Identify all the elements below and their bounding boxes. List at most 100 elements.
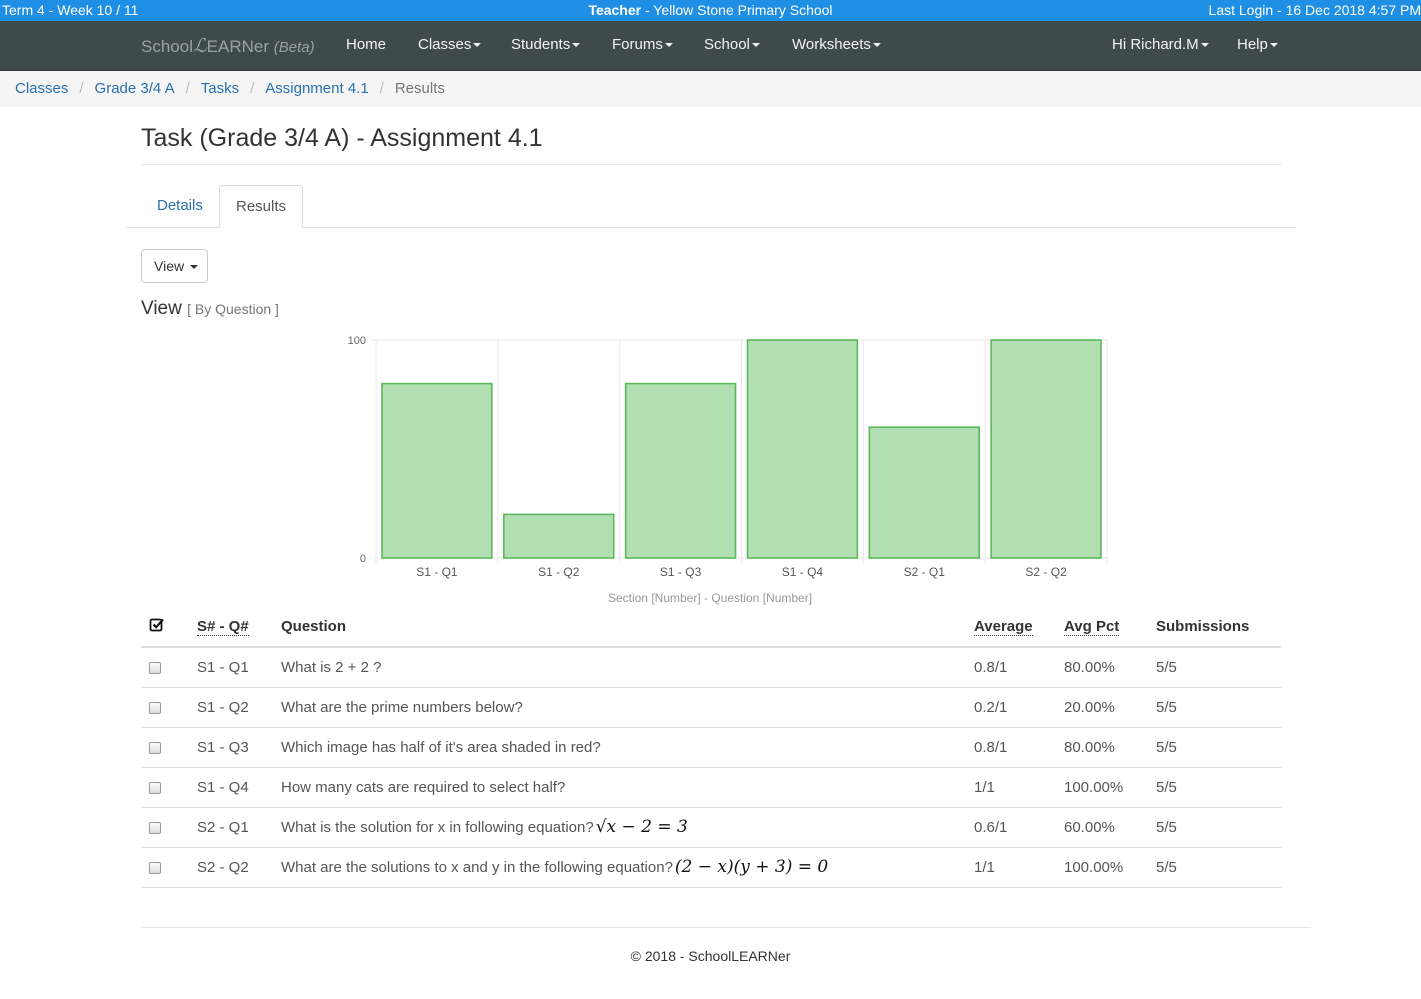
- nav-school-dropdown[interactable]: School: [704, 36, 760, 53]
- average-header-label: Average: [974, 618, 1033, 636]
- nav-students-dropdown[interactable]: Students: [511, 36, 581, 53]
- breadcrumb-assignment[interactable]: Assignment 4.1: [265, 80, 369, 97]
- question-cell: What are the solutions to x and y in the…: [273, 847, 966, 888]
- nav-classes-dropdown[interactable]: Classes: [418, 36, 482, 53]
- submissions-header-label: Submissions: [1156, 618, 1250, 635]
- breadcrumb-classes[interactable]: Classes: [15, 80, 69, 97]
- sq-header[interactable]: S# - Q#: [189, 607, 273, 648]
- x-tick-label: S1 - Q1: [416, 565, 458, 579]
- avg-pct-cell: 60.00%: [1056, 807, 1148, 848]
- row-select-cell: [141, 647, 189, 688]
- table-row: S1 - Q3 Which image has half of it's area…: [141, 727, 1281, 768]
- breadcrumb-separator: /: [185, 80, 190, 97]
- question-text: What are the solutions to x and y in the…: [281, 859, 673, 876]
- question-text: Which image has half of it's area shaded…: [281, 738, 601, 756]
- table-row: S1 - Q1 What is 2 + 2 ? 0.8/1 80.00% 5/5: [141, 647, 1281, 688]
- average-cell: 1/1: [966, 847, 1056, 888]
- x-tick-label: S2 - Q1: [904, 565, 946, 579]
- row-checkbox[interactable]: [149, 781, 161, 794]
- question-cell: What is 2 + 2 ?: [273, 647, 966, 688]
- help-dropdown[interactable]: Help: [1237, 36, 1278, 53]
- term-week-label: Term 4 - Week 10 / 11: [2, 2, 139, 18]
- row-checkbox[interactable]: [149, 661, 161, 674]
- view-heading: View [ By Question ]: [141, 298, 279, 320]
- question-cell: What are the prime numbers below?: [273, 687, 966, 728]
- x-tick-label: S1 - Q2: [538, 565, 580, 579]
- brand-logo[interactable]: SchoolℒEARNer (Beta): [141, 35, 315, 57]
- nav-worksheets-dropdown[interactable]: Worksheets: [792, 36, 881, 53]
- row-checkbox[interactable]: [149, 861, 161, 874]
- avg-pct-header-label: Avg Pct: [1064, 618, 1120, 636]
- role-label: Teacher: [588, 2, 642, 18]
- y-tick-label: 100: [348, 335, 366, 347]
- submissions-cell: 5/5: [1148, 647, 1281, 688]
- row-checkbox[interactable]: [149, 741, 161, 754]
- average-cell: 1/1: [966, 767, 1056, 808]
- breadcrumb-separator: /: [79, 80, 84, 97]
- last-login-label: Last Login - 16 Dec 2018 4:57 PM: [1208, 2, 1421, 18]
- sq-cell: S1 - Q3: [189, 727, 273, 768]
- chart-bar: [746, 339, 859, 559]
- page-title: Task (Grade 3/4 A) - Assignment 4.1: [141, 124, 543, 152]
- avg-pct-cell: 80.00%: [1056, 647, 1148, 688]
- status-strip: Term 4 - Week 10 / 11 Teacher - Yellow S…: [0, 0, 1421, 21]
- x-tick-label: S2 - Q2: [1025, 565, 1067, 579]
- caret-down-icon: [1269, 43, 1278, 48]
- avg-pct-cell: 20.00%: [1056, 687, 1148, 728]
- sq-cell: S2 - Q1: [189, 807, 273, 848]
- help-label: Help: [1237, 36, 1268, 53]
- row-select-cell: [141, 807, 189, 848]
- title-divider: [141, 164, 1281, 165]
- select-all-header[interactable]: [141, 607, 189, 648]
- chart-bar: [868, 426, 980, 559]
- submissions-cell: 5/5: [1148, 767, 1281, 808]
- x-tick-label: S1 - Q3: [660, 565, 702, 579]
- nav-forums-label: Forums: [612, 36, 663, 53]
- y-tick-label: 0: [360, 553, 366, 565]
- brand-script-letter: ℒ: [192, 35, 207, 57]
- nav-forums-dropdown[interactable]: Forums: [612, 36, 673, 53]
- check-square-icon[interactable]: [149, 617, 165, 633]
- caret-down-icon: [872, 43, 881, 48]
- submissions-cell: 5/5: [1148, 687, 1281, 728]
- results-table: S# - Q# Question Average Avg Pct Submiss…: [141, 607, 1281, 888]
- avg-pct-cell: 80.00%: [1056, 727, 1148, 768]
- sq-cell: S1 - Q1: [189, 647, 273, 688]
- caret-down-icon: [189, 265, 198, 270]
- breadcrumb-grade[interactable]: Grade 3/4 A: [94, 80, 175, 97]
- row-select-cell: [141, 847, 189, 888]
- average-cell: 0.8/1: [966, 647, 1056, 688]
- tab-details[interactable]: Details: [157, 197, 203, 214]
- average-cell: 0.2/1: [966, 687, 1056, 728]
- nav-home[interactable]: Home: [346, 36, 386, 53]
- view-dropdown-button[interactable]: View: [141, 249, 208, 283]
- school-name: - Yellow Stone Primary School: [641, 2, 833, 18]
- view-heading-label: View: [141, 298, 182, 319]
- sq-header-label: S# - Q#: [197, 618, 249, 636]
- nav-classes-label: Classes: [418, 36, 472, 53]
- sq-cell: S2 - Q2: [189, 847, 273, 888]
- tab-results[interactable]: Results: [219, 185, 304, 228]
- question-text: What is 2 + 2 ?: [281, 658, 382, 676]
- average-cell: 0.8/1: [966, 727, 1056, 768]
- row-checkbox[interactable]: [149, 821, 161, 834]
- view-button-label: View: [154, 258, 185, 274]
- user-menu-dropdown[interactable]: Hi Richard.M: [1112, 36, 1209, 53]
- user-greeting: Hi Richard.M: [1112, 36, 1199, 53]
- brand-prefix: School: [141, 37, 193, 56]
- nav-home-label: Home: [346, 36, 387, 53]
- view-subheading: [ By Question ]: [187, 301, 279, 317]
- average-header[interactable]: Average: [966, 607, 1056, 648]
- submissions-cell: 5/5: [1148, 807, 1281, 848]
- caret-down-icon: [751, 43, 760, 48]
- question-text: How many cats are required to select hal…: [281, 778, 566, 796]
- nav-school-label: School: [704, 36, 750, 53]
- row-checkbox[interactable]: [149, 701, 161, 714]
- question-equation: (2 − x)(y + 3) = 0: [674, 857, 829, 877]
- breadcrumb-tasks[interactable]: Tasks: [200, 80, 240, 97]
- question-cell: Which image has half of it's area shaded…: [273, 727, 966, 768]
- footer-divider: [141, 927, 1311, 928]
- avg-pct-header[interactable]: Avg Pct: [1056, 607, 1148, 648]
- nav-worksheets-label: Worksheets: [792, 36, 871, 53]
- table-row: S1 - Q2 What are the prime numbers below?…: [141, 687, 1281, 728]
